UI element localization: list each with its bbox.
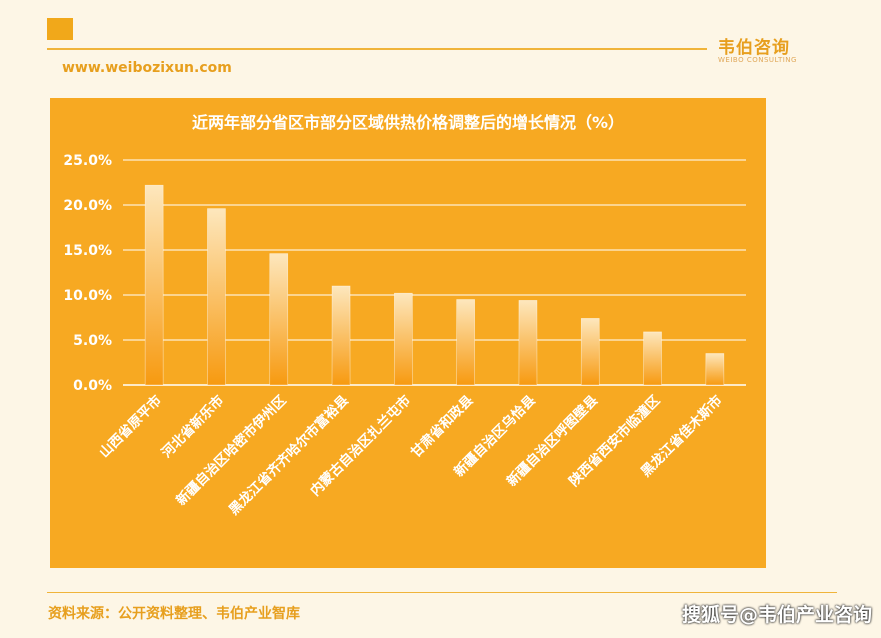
- bar: [331, 285, 351, 386]
- brand-name: 韦伯咨询: [718, 38, 790, 58]
- watermark: 搜狐号@韦伯产业咨询: [682, 604, 873, 626]
- y-tick-label: 20.0%: [63, 198, 112, 214]
- footer-divider: [47, 592, 837, 593]
- y-tick-label: 5.0%: [73, 333, 112, 349]
- y-tick-label: 25.0%: [63, 153, 112, 169]
- category-labels: 山西省原平市河北省新乐市新疆自治区哈密市伊州区黑龙江省齐齐哈尔市富裕县内蒙古自治…: [96, 391, 726, 518]
- bar: [394, 292, 413, 386]
- bar: [643, 331, 662, 386]
- category-label: 河北省新乐市: [158, 391, 228, 461]
- bar: [456, 299, 475, 386]
- header-divider: [47, 48, 707, 50]
- y-axis-ticks: 0.0% 5.0% 10.0% 15.0% 20.0% 25.0%: [63, 153, 112, 394]
- bar-chart: 近两年部分省区市部分区域供热价格调整后的增长情况（%） 0.0% 5.0% 10.0…: [63, 113, 746, 518]
- category-label: 黑龙江省齐齐哈尔市富裕县: [225, 391, 352, 518]
- category-label: 内蒙古自治区扎兰屯市: [307, 391, 415, 499]
- bar: [269, 253, 289, 386]
- bar: [518, 300, 538, 386]
- y-tick-label: 15.0%: [63, 243, 112, 259]
- y-tick-label: 10.0%: [63, 288, 112, 304]
- category-label: 新疆自治区哈密市伊州区: [173, 391, 290, 508]
- brand-subtitle: WEIBO CONSULTING: [718, 56, 797, 64]
- gridlines: [123, 159, 746, 386]
- category-label: 甘肃省和政县: [407, 391, 477, 461]
- chart-panel: 近两年部分省区市部分区域供热价格调整后的增长情况（%） 0.0% 5.0% 10.0…: [50, 98, 766, 568]
- bar: [144, 184, 164, 386]
- bars: [144, 184, 725, 386]
- y-tick-label: 0.0%: [73, 378, 112, 394]
- logo-square: [47, 18, 73, 40]
- chart-title: 近两年部分省区市部分区域供热价格调整后的增长情况（%）: [192, 113, 624, 132]
- site-url[interactable]: www.weibozixun.com: [62, 60, 232, 76]
- category-label: 山西省原平市: [96, 391, 166, 461]
- bar: [207, 208, 226, 386]
- source-note: 资料来源：公开资料整理、韦伯产业智库: [48, 606, 300, 622]
- bar: [580, 318, 600, 386]
- bar: [705, 353, 725, 386]
